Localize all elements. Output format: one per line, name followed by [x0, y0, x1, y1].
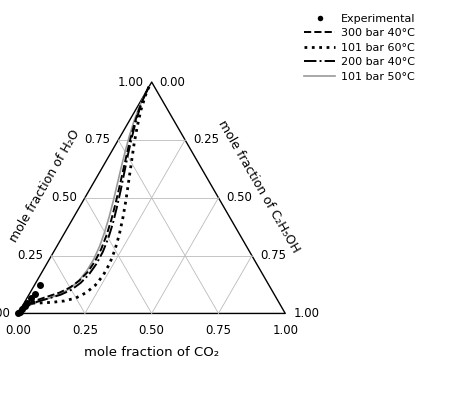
- Text: 0.25: 0.25: [72, 324, 98, 337]
- Text: 1.00: 1.00: [272, 324, 298, 337]
- Text: 0.00: 0.00: [160, 75, 185, 89]
- Text: 0.50: 0.50: [139, 324, 164, 337]
- Text: 0.25: 0.25: [193, 133, 219, 146]
- Text: mole fraction of CO₂: mole fraction of CO₂: [84, 346, 219, 358]
- Text: 0.50: 0.50: [227, 191, 252, 204]
- Text: 0.75: 0.75: [205, 324, 231, 337]
- Text: 0.25: 0.25: [18, 249, 44, 262]
- Text: 1.00: 1.00: [118, 75, 144, 89]
- Text: mole fraction of C₂H₅OH: mole fraction of C₂H₅OH: [215, 118, 302, 255]
- Text: 0.00: 0.00: [0, 307, 10, 320]
- Legend: Experimental, 300 bar 40°C, 101 bar 60°C, 200 bar 40°C, 101 bar 50°C: Experimental, 300 bar 40°C, 101 bar 60°C…: [304, 14, 415, 82]
- Text: 0.75: 0.75: [260, 249, 286, 262]
- Text: 0.50: 0.50: [51, 191, 77, 204]
- Text: mole fraction of H₂O: mole fraction of H₂O: [7, 128, 82, 245]
- Text: 0.00: 0.00: [5, 324, 31, 337]
- Text: 1.00: 1.00: [293, 307, 319, 320]
- Text: 0.75: 0.75: [84, 133, 110, 146]
